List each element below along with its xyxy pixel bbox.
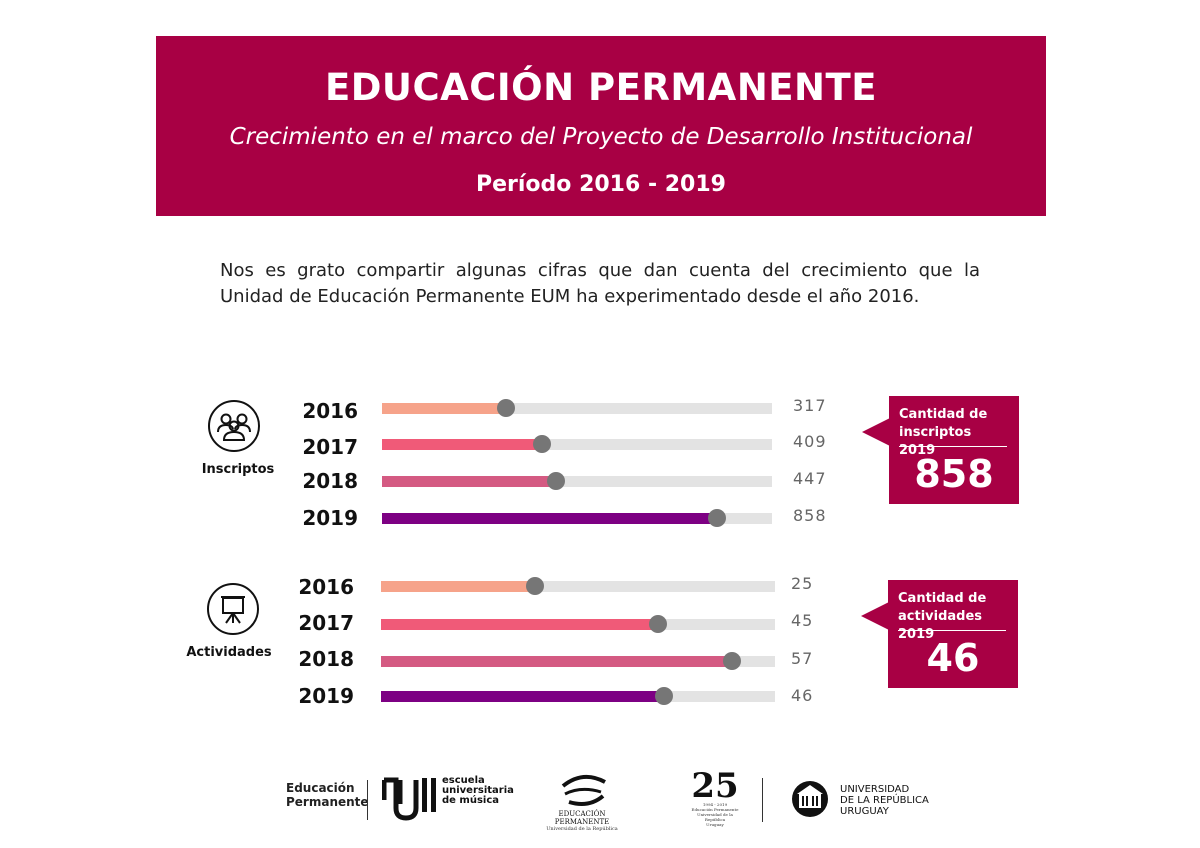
intro-line-1: Nos es grato compartir algunas cifras qu…: [220, 260, 980, 281]
bar-marker-dot: [532, 435, 551, 453]
wordmark-line: DE LA REPÚBLICA: [840, 795, 929, 806]
callout-inscriptos-2019: Cantidad de inscriptos 2019 858: [862, 396, 1019, 504]
bar-track: [381, 652, 775, 670]
tick-label-year: 2016: [298, 575, 354, 599]
tick-label-year: 2017: [302, 435, 358, 459]
data-label-value: 409: [793, 432, 827, 451]
wordmark-line: Permanente: [286, 795, 369, 809]
data-label-value: 45: [791, 611, 814, 630]
bar-marker-dot: [547, 472, 566, 490]
bar-track: [381, 615, 775, 633]
bar-marker-dot: [496, 399, 515, 417]
anniversary-number: 25: [691, 766, 739, 806]
intro-paragraph: Nos es grato compartir algunas cifras qu…: [220, 258, 980, 310]
people-group-icon: [208, 400, 260, 452]
period-label: Período 2016 - 2019: [476, 172, 726, 197]
tick-label-year: 2017: [298, 611, 354, 635]
bar-marker-dot: [525, 577, 544, 595]
bar-inscriptos-2017: [382, 439, 542, 450]
educacion-permanente-swirl-icon: [561, 774, 606, 806]
wordmark-line: escuela: [442, 775, 485, 786]
callout-actividades-2019: Cantidad de actividades 2019 46: [861, 580, 1018, 688]
anniversary-line: Universidad de la República: [697, 812, 733, 822]
bar-track: [381, 687, 775, 705]
data-label-value: 447: [793, 469, 827, 488]
callout-divider: [898, 630, 1006, 631]
bar-inscriptos-2016: [382, 403, 506, 414]
bar-actividades-2019: [381, 691, 665, 702]
tick-label-year: 2019: [302, 506, 358, 530]
bar-marker-dot: [707, 509, 726, 527]
data-label-value: 46: [791, 686, 814, 705]
bar-marker-dot: [655, 687, 674, 705]
bar-actividades-2017: [381, 619, 659, 630]
section-label-actividades: Actividades: [186, 645, 272, 660]
wordmark-line: UNIVERSIDAD: [840, 784, 910, 795]
bar-track: [382, 472, 772, 490]
presentation-board-icon: [207, 583, 259, 635]
wordmark-line: universitaria: [442, 785, 514, 796]
udelar-building-icon: [792, 781, 828, 817]
header-banner: EDUCACIÓN PERMANENTE Crecimiento en el m…: [156, 36, 1046, 216]
bar-track: [382, 509, 772, 527]
bar-actividades-2016: [381, 581, 535, 592]
callout-pointer: [862, 418, 890, 446]
callout-pointer: [861, 602, 889, 630]
tick-label-year: 2016: [302, 399, 358, 423]
bar-inscriptos-2019: [382, 513, 717, 524]
callout-value: 46: [926, 636, 980, 680]
udelar-wordmark: UNIVERSIDAD DE LA REPÚBLICA URUGUAY: [840, 784, 929, 817]
bar-marker-dot: [722, 652, 741, 670]
anniversary-line: Uruguay: [706, 822, 724, 827]
data-label-value: 57: [791, 649, 814, 668]
data-label-value: 858: [793, 506, 827, 525]
page-subtitle: Crecimiento en el marco del Proyecto de …: [229, 124, 973, 150]
wordmark-line: Educación: [286, 781, 355, 795]
callout-value: 858: [914, 452, 994, 496]
anniversary-years: 1994 - 2019: [702, 802, 728, 807]
callout-divider: [899, 446, 1007, 447]
wordmark-line: de música: [442, 795, 500, 806]
data-label-value: 25: [791, 574, 814, 593]
bar-track: [382, 399, 772, 417]
educacion-permanente-wordmark: Educación Permanente: [286, 781, 369, 809]
logo-line: EDUCACIÓN PERMANENTE: [554, 810, 610, 826]
eum-wordmark: escuela universitaria de música: [442, 776, 514, 806]
footer-divider: [367, 780, 368, 820]
tick-label-year: 2018: [302, 469, 358, 493]
footer-logos: Educación Permanente escuela universitar…: [0, 766, 1200, 832]
tick-label-year: 2018: [298, 647, 354, 671]
bar-inscriptos-2018: [382, 476, 557, 487]
footer-divider: [762, 778, 763, 822]
bar-track: [382, 435, 772, 453]
wordmark-line: URUGUAY: [840, 806, 889, 817]
logo-line: Universidad de la República: [546, 826, 618, 832]
eum-logo-icon: [382, 777, 436, 821]
intro-line-2: Unidad de Educación Permanente EUM ha ex…: [220, 286, 920, 307]
bar-track: [381, 577, 775, 595]
anniversary-line: Educación Permanente: [691, 807, 739, 812]
page-title: EDUCACIÓN PERMANENTE: [324, 66, 878, 109]
data-label-value: 317: [793, 396, 827, 415]
section-label-inscriptos: Inscriptos: [201, 462, 275, 477]
bar-actividades-2018: [381, 656, 732, 667]
educacion-permanente-logo-text: EDUCACIÓN PERMANENTE Universidad de la R…: [532, 810, 632, 832]
tick-label-year: 2019: [298, 684, 354, 708]
bar-marker-dot: [649, 615, 668, 633]
anniversary-25-logo: 25 1994 - 2019 Educación Permanente Univ…: [690, 766, 740, 827]
